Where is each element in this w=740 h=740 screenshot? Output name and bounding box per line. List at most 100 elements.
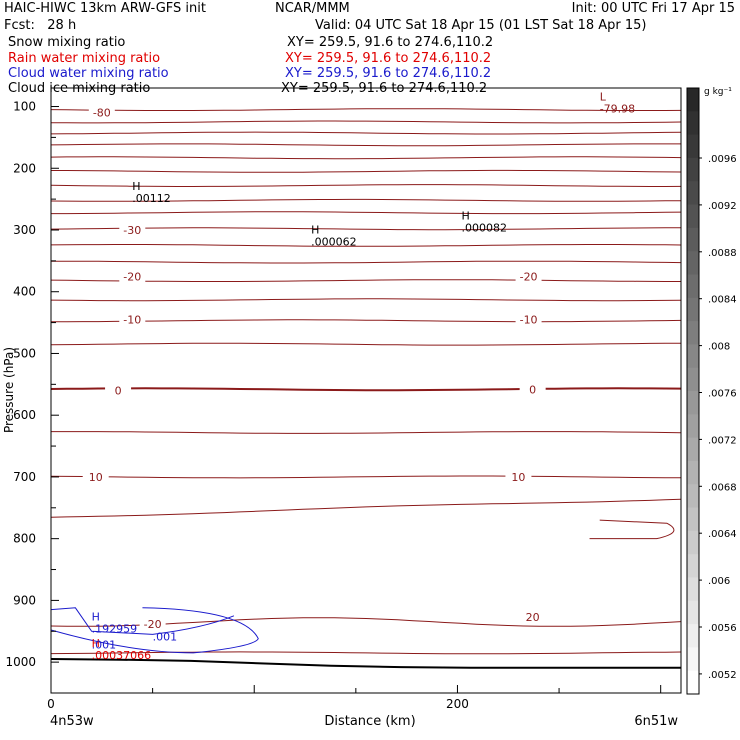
colorbar-swatch — [687, 507, 699, 532]
colorbar-swatch — [687, 344, 699, 369]
x-axis-label: Distance (km) — [324, 714, 415, 729]
colorbar-swatch — [687, 88, 699, 112]
colorbar-label: .008 — [708, 342, 730, 353]
label-mask — [119, 270, 146, 283]
endpoint-right: 6n51w — [634, 714, 678, 729]
isotherm-line — [51, 475, 681, 479]
extremum-value: .000082 — [462, 222, 508, 235]
extremum-marker: H — [92, 637, 100, 650]
isotherm-label: -80 — [93, 107, 111, 120]
y-tick-label: 700 — [13, 470, 36, 484]
colorbar-swatch — [687, 624, 699, 648]
label-mask — [119, 223, 146, 236]
extremum-marker: H — [462, 210, 470, 223]
org-label: NCAR/MMM — [275, 1, 350, 16]
isotherm-label: -10 — [123, 314, 141, 327]
colorbar: .0096 .0092 .0088 .0084 .008 .0076 .0072 .0068.… — [686, 87, 737, 695]
extremum-value: .000062 — [311, 235, 357, 248]
label-mask — [515, 313, 542, 326]
isotherm-line — [51, 279, 681, 282]
colorbar-swatch — [687, 321, 699, 345]
extremum-marker: L — [600, 91, 607, 104]
isotherm-line — [51, 143, 681, 147]
field-name-cloud-water: Cloud water mixing ratio — [8, 66, 169, 81]
label-mask — [139, 617, 166, 630]
colorbar-label: .0072 — [708, 435, 737, 446]
isotherm-label: -20 — [123, 270, 141, 283]
y-tick-label: 500 — [13, 346, 36, 360]
extremum-value: .192959 — [92, 622, 138, 635]
isotherm-line — [51, 651, 681, 655]
field-xy-snow: XY= 259.5, 91.6 to 274.6,110.2 — [287, 35, 494, 50]
y-tick-label: 400 — [13, 285, 36, 299]
field-name-snow: Snow mixing ratio — [8, 35, 126, 50]
extremum-marker: H — [311, 223, 319, 236]
isotherm-label: 20 — [526, 611, 540, 624]
isotherm-label: -20 — [520, 270, 538, 283]
y-tick-label: 300 — [13, 223, 36, 237]
colorbar-label: .0064 — [708, 529, 737, 540]
colorbar-label: .0092 — [708, 201, 737, 212]
label-mask — [519, 383, 546, 396]
y-axis-label: Pressure (hPa) — [2, 347, 16, 433]
colorbar-swatch — [687, 647, 699, 672]
colorbar-swatch — [687, 554, 699, 578]
isotherm-label: 0 — [529, 383, 536, 396]
colorbar-swatch — [687, 670, 699, 695]
y-tick-label: 200 — [13, 161, 36, 175]
colorbar-swatch — [687, 577, 699, 602]
isotherm-line — [51, 498, 681, 518]
colorbar-label: .0052 — [708, 670, 737, 681]
y-tick-label: 1000 — [5, 655, 36, 669]
endpoint-left: 4n53w — [50, 714, 94, 729]
colorbar-swatch — [687, 460, 699, 485]
colorbar-label: .0076 — [708, 389, 737, 400]
colorbar-swatch — [687, 437, 699, 462]
extremum-value: -79.98 — [600, 103, 635, 116]
colorbar-label: .0084 — [708, 295, 737, 306]
isotherm-line — [51, 131, 681, 135]
isotherm-line — [51, 156, 681, 160]
y-tick-label: 800 — [13, 532, 36, 546]
isotherm-line — [51, 342, 681, 346]
x-tick-label: 0 — [47, 697, 55, 711]
colorbar-swatch — [687, 530, 699, 555]
isotherm-line — [51, 298, 681, 302]
cloud-water-line — [51, 607, 259, 654]
isotherm-line — [51, 198, 681, 202]
y-tick-label: 100 — [13, 100, 36, 114]
y-tick-label: 900 — [13, 593, 36, 607]
extremum-marker: H — [92, 610, 100, 623]
x-tick-label: 200 — [446, 697, 469, 711]
cloud-water-line — [51, 607, 235, 635]
isotherm-line — [51, 169, 681, 173]
isotherm-label: -20 — [144, 618, 162, 631]
colorbar-swatch — [687, 484, 699, 509]
isotherm-line — [51, 120, 681, 124]
isotherm-line — [51, 184, 681, 187]
extremum-value: .00112 — [132, 192, 171, 205]
colorbar-label: .0068 — [708, 482, 737, 493]
terrain-line — [51, 658, 681, 669]
colorbar-label: .0096 — [708, 154, 737, 165]
colorbar-swatch — [687, 227, 699, 252]
label-mask — [119, 313, 146, 326]
field-xy-rain: XY= 259.5, 91.6 to 274.6,110.2 — [285, 51, 492, 66]
distance-axis: 0 200 — [47, 685, 662, 711]
colorbar-swatch — [687, 134, 699, 159]
isotherm-label: 10 — [511, 471, 525, 484]
colorbar-swatch — [687, 251, 699, 275]
extremum-value: .001 — [92, 638, 117, 651]
isotherm-line — [51, 108, 681, 111]
field-xy-cloud-water: XY= 259.5, 91.6 to 274.6,110.2 — [285, 66, 492, 81]
label-mask — [88, 106, 115, 119]
isotherm-contours — [51, 108, 681, 655]
isotherm-label: -10 — [520, 314, 538, 327]
pressure-axis: 100 200 300 400 500 600 700 800 900 1000 — [5, 100, 59, 694]
extremum-value: .001 — [153, 630, 178, 643]
colorbar-swatch — [687, 274, 699, 299]
extremum-value: .00037066 — [92, 649, 152, 662]
isotherm-label: 10 — [89, 471, 103, 484]
label-mask — [505, 470, 532, 483]
